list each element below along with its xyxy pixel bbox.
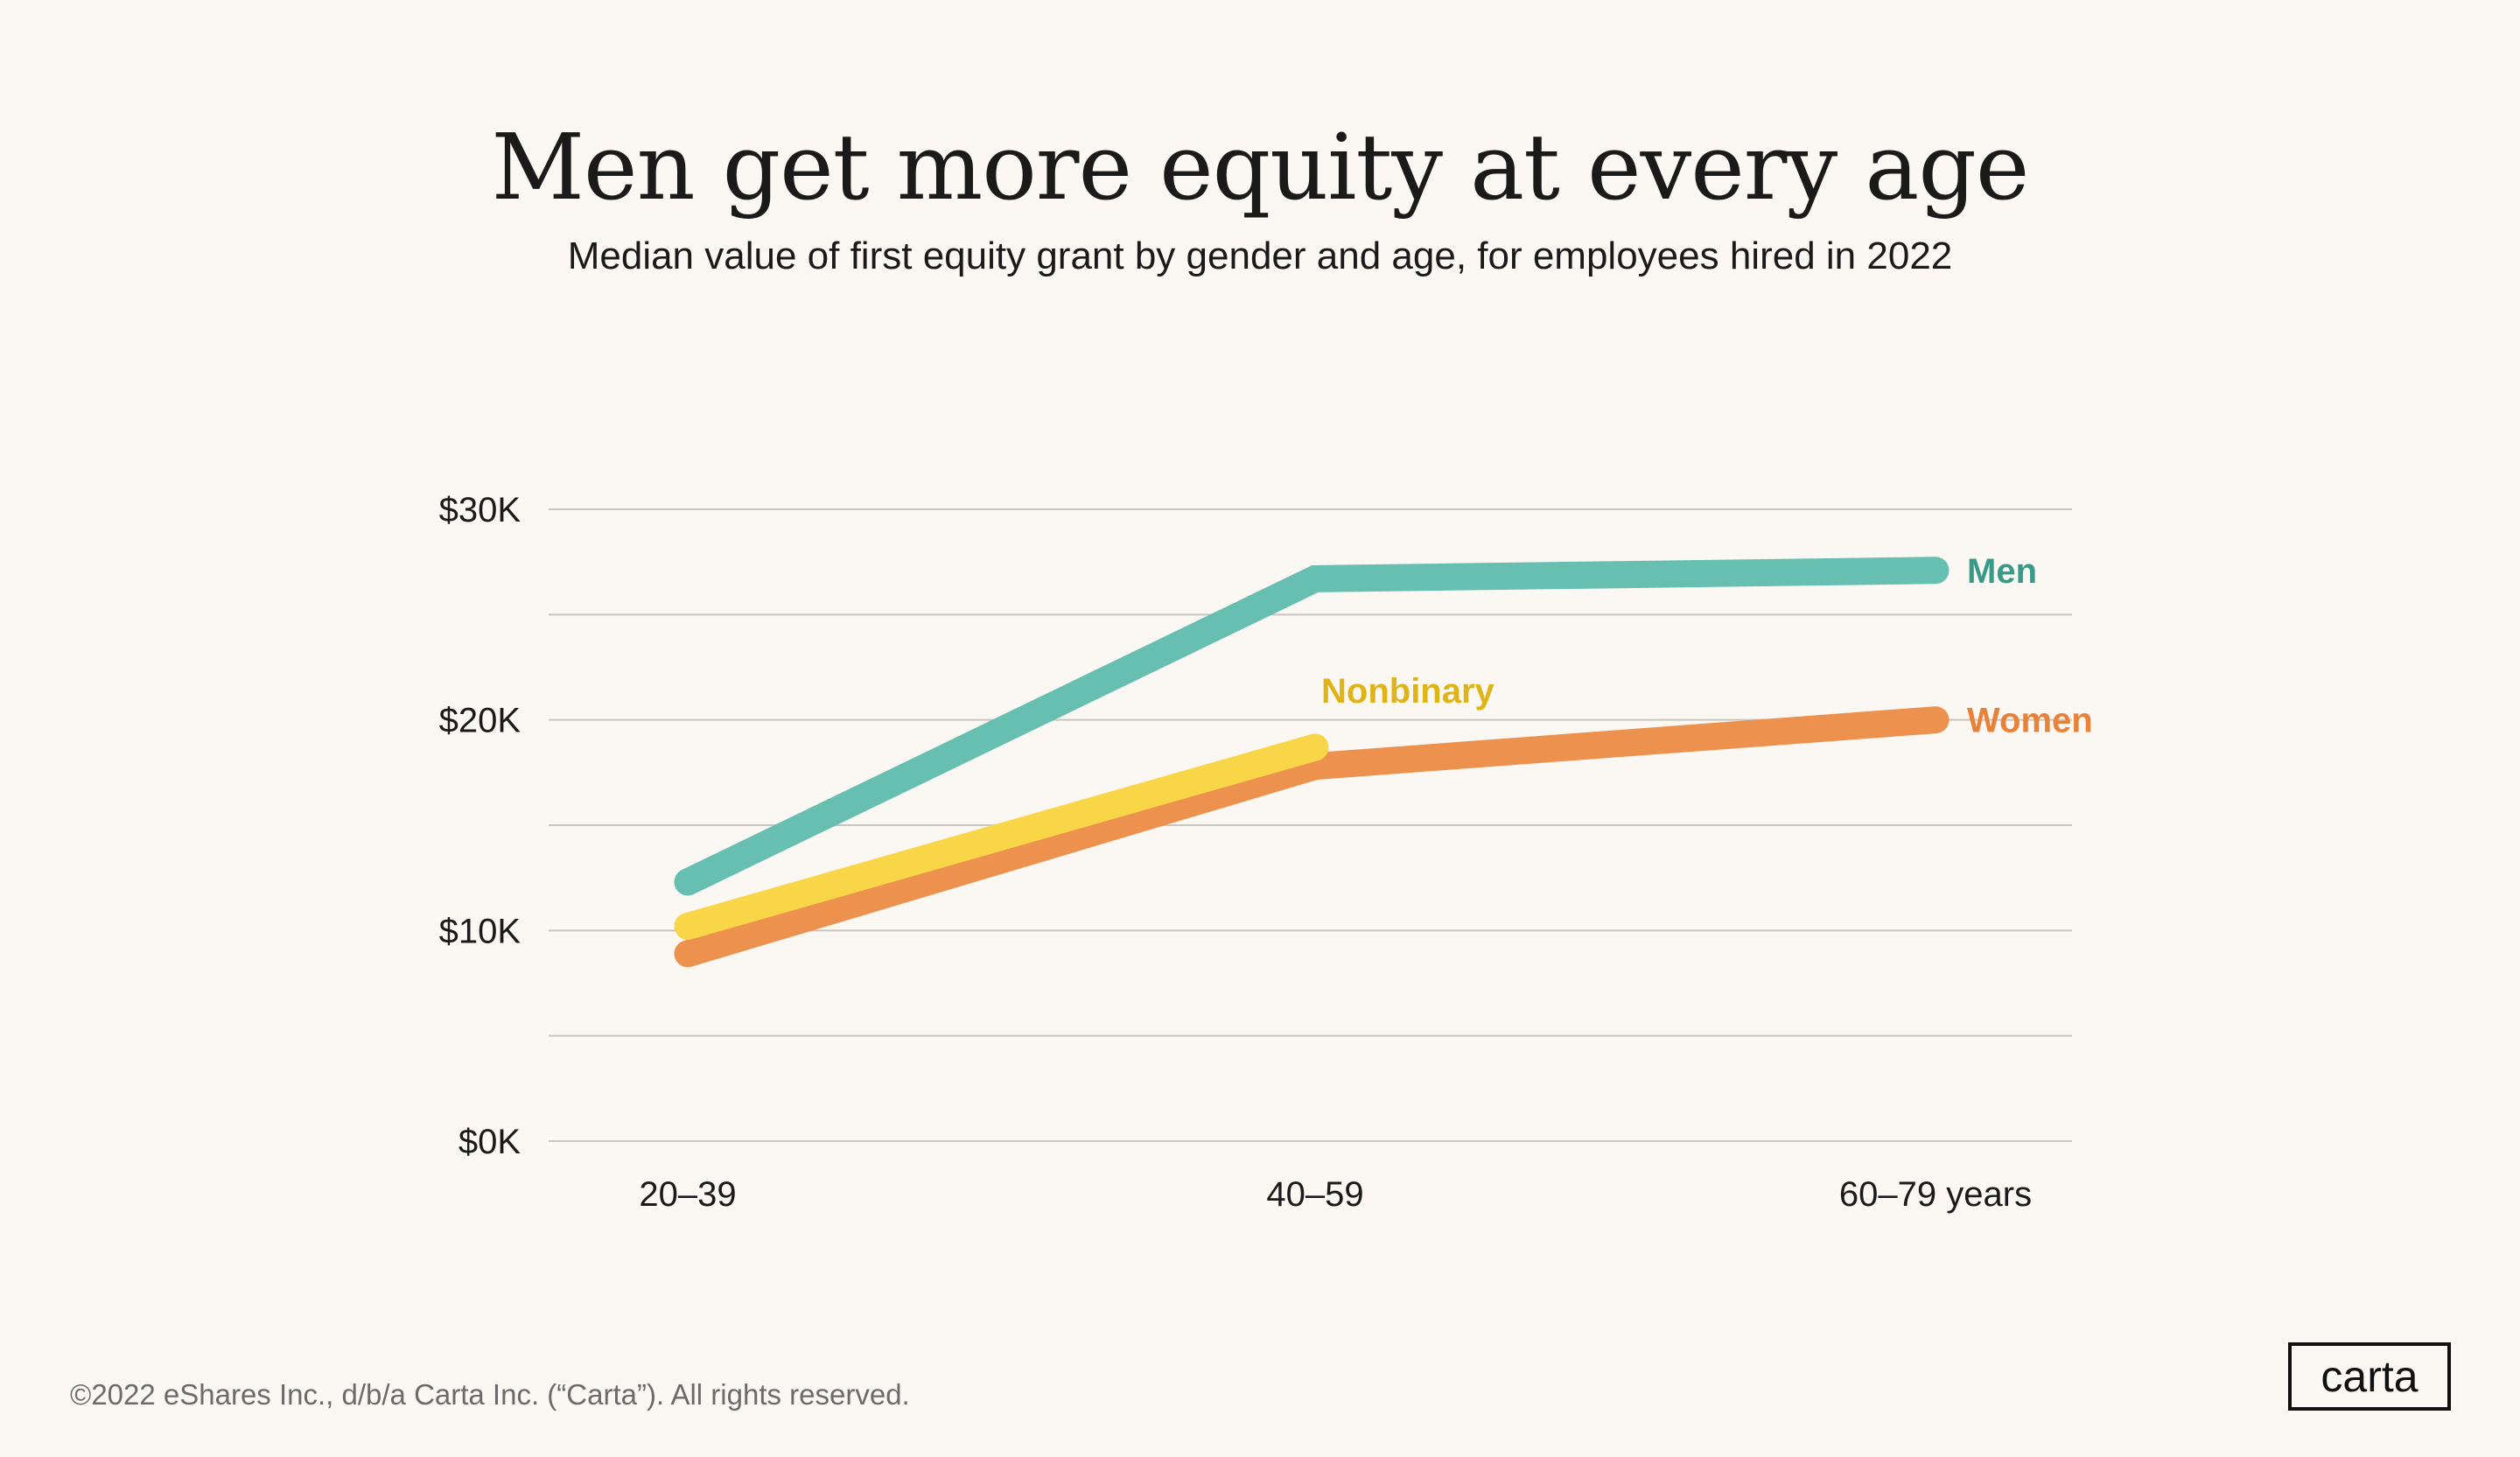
- x-tick-label: 60–79 years: [1839, 1175, 2032, 1214]
- y-tick-label: $30K: [439, 491, 522, 529]
- y-tick-label: $10K: [439, 912, 522, 950]
- x-tick-label: 40–59: [1266, 1175, 1363, 1214]
- series-label-men: Men: [1967, 552, 2037, 591]
- series-line-men: [674, 557, 1950, 896]
- series-line-women: [674, 706, 1950, 968]
- logo-text: carta: [2320, 1352, 2418, 1401]
- copyright-footer: ©2022 eShares Inc., d/b/a Carta Inc. (“C…: [70, 1378, 910, 1411]
- series-label-nonbinary: Nonbinary: [1321, 672, 1495, 711]
- chart-title: Men get more equity at every age: [491, 114, 2030, 221]
- carta-logo: carta: [2288, 1342, 2451, 1411]
- x-tick-label: 20–39: [639, 1175, 736, 1214]
- series-label-women: Women: [1967, 702, 2093, 740]
- y-tick-label: $20K: [439, 702, 522, 740]
- chart-subtitle: Median value of first equity grant by ge…: [567, 235, 1953, 277]
- y-tick-label: $0K: [458, 1123, 521, 1161]
- series-line-nonbinary: [674, 733, 1329, 941]
